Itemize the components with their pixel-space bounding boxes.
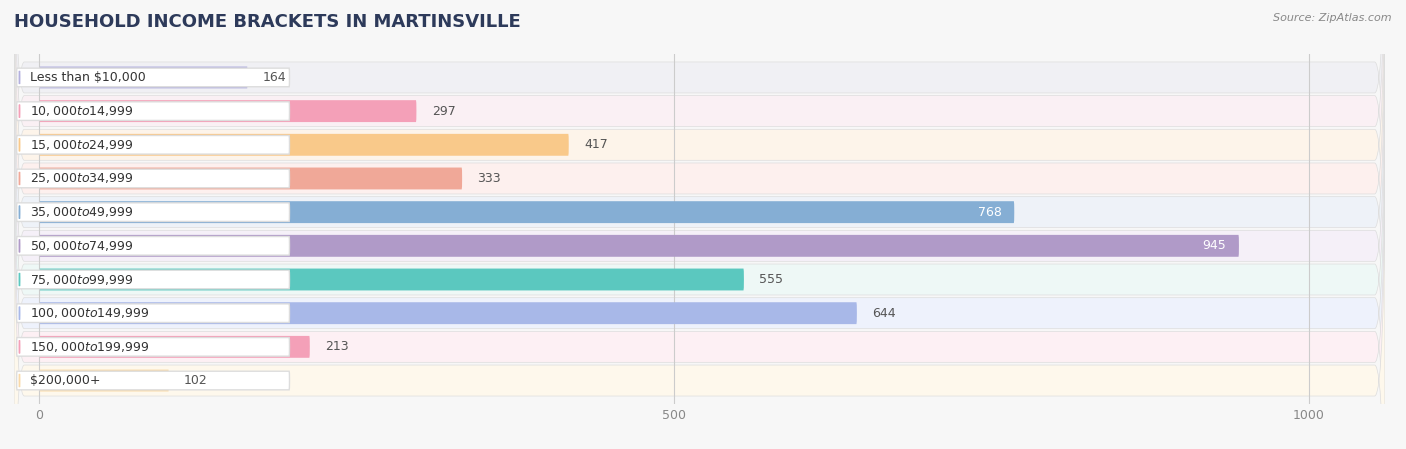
Text: 333: 333 [478, 172, 501, 185]
FancyBboxPatch shape [39, 235, 1239, 257]
Text: Less than $10,000: Less than $10,000 [30, 71, 146, 84]
FancyBboxPatch shape [39, 269, 744, 291]
FancyBboxPatch shape [14, 0, 1385, 449]
Text: $15,000 to $24,999: $15,000 to $24,999 [30, 138, 134, 152]
FancyBboxPatch shape [17, 136, 290, 154]
FancyBboxPatch shape [17, 102, 290, 120]
Text: $35,000 to $49,999: $35,000 to $49,999 [30, 205, 134, 219]
FancyBboxPatch shape [14, 26, 1385, 449]
Text: $75,000 to $99,999: $75,000 to $99,999 [30, 273, 134, 286]
FancyBboxPatch shape [14, 93, 1385, 449]
Text: $150,000 to $199,999: $150,000 to $199,999 [30, 340, 149, 354]
FancyBboxPatch shape [17, 237, 290, 255]
FancyBboxPatch shape [17, 304, 290, 322]
FancyBboxPatch shape [39, 134, 569, 156]
Text: 164: 164 [263, 71, 287, 84]
FancyBboxPatch shape [14, 59, 1385, 449]
FancyBboxPatch shape [39, 66, 247, 88]
Text: HOUSEHOLD INCOME BRACKETS IN MARTINSVILLE: HOUSEHOLD INCOME BRACKETS IN MARTINSVILL… [14, 13, 520, 31]
FancyBboxPatch shape [39, 167, 463, 189]
Text: $200,000+: $200,000+ [30, 374, 100, 387]
FancyBboxPatch shape [14, 0, 1385, 331]
Text: $100,000 to $149,999: $100,000 to $149,999 [30, 306, 149, 320]
FancyBboxPatch shape [39, 100, 416, 122]
FancyBboxPatch shape [14, 0, 1385, 399]
FancyBboxPatch shape [39, 336, 309, 358]
Text: 644: 644 [872, 307, 896, 320]
FancyBboxPatch shape [14, 0, 1385, 449]
Text: $10,000 to $14,999: $10,000 to $14,999 [30, 104, 134, 118]
FancyBboxPatch shape [39, 201, 1014, 223]
Text: $50,000 to $74,999: $50,000 to $74,999 [30, 239, 134, 253]
FancyBboxPatch shape [17, 68, 290, 87]
FancyBboxPatch shape [17, 169, 290, 188]
Text: 945: 945 [1202, 239, 1226, 252]
Text: 768: 768 [977, 206, 1001, 219]
FancyBboxPatch shape [14, 0, 1385, 432]
FancyBboxPatch shape [17, 338, 290, 356]
Text: 213: 213 [325, 340, 349, 353]
FancyBboxPatch shape [14, 0, 1385, 365]
FancyBboxPatch shape [17, 203, 290, 221]
FancyBboxPatch shape [39, 370, 169, 392]
FancyBboxPatch shape [17, 371, 290, 390]
Text: 417: 417 [583, 138, 607, 151]
Text: 102: 102 [184, 374, 208, 387]
Text: 555: 555 [759, 273, 783, 286]
Text: Source: ZipAtlas.com: Source: ZipAtlas.com [1274, 13, 1392, 23]
FancyBboxPatch shape [17, 270, 290, 289]
Text: $25,000 to $34,999: $25,000 to $34,999 [30, 172, 134, 185]
Text: 297: 297 [432, 105, 456, 118]
FancyBboxPatch shape [14, 127, 1385, 449]
FancyBboxPatch shape [39, 302, 856, 324]
